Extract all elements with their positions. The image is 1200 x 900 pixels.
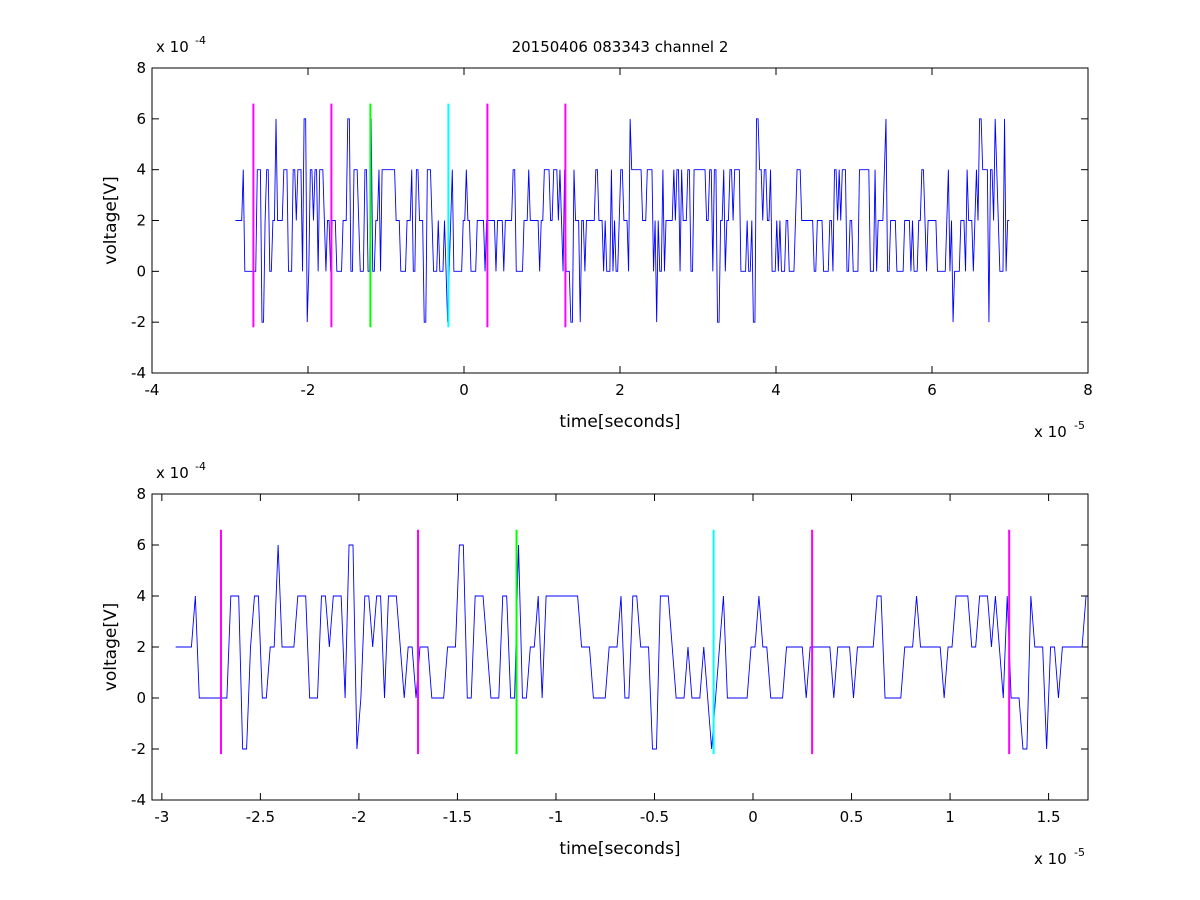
x-tick-label: -1.5 (443, 808, 472, 826)
y-tick-label: 4 (136, 587, 146, 605)
y-tick-label: -4 (131, 791, 146, 809)
y-tick-label: 0 (136, 689, 146, 707)
y-tick-label: -4 (131, 364, 146, 382)
y-exponent-label: x 10 (156, 38, 189, 56)
x-tick-label: -2 (301, 381, 316, 399)
x-tick-label: 1 (945, 808, 955, 826)
y-tick-label: 8 (136, 59, 146, 77)
x-tick-label: -3 (154, 808, 169, 826)
y-tick-label: 4 (136, 161, 146, 179)
y-tick-label: 6 (136, 110, 146, 128)
x-tick-label: -2 (351, 808, 366, 826)
y-exponent-label: x 10 (156, 464, 189, 482)
y-tick-label: 0 (136, 262, 146, 280)
y-axis-label: voltage[V] (101, 603, 121, 691)
voltage-trace (235, 118, 1010, 323)
x-exponent-label: x 10 (1034, 850, 1067, 868)
y-tick-label: -2 (131, 740, 146, 758)
x-tick-label: -1 (548, 808, 563, 826)
x-axis-label: time[seconds] (559, 412, 680, 432)
y-tick-label: 8 (136, 485, 146, 503)
y-tick-label: 2 (136, 638, 146, 656)
x-tick-label: 6 (927, 381, 937, 399)
y-tick-label: -2 (131, 313, 146, 331)
x-tick-label: 1.5 (1037, 808, 1061, 826)
bottom-subplot: -4 -2 0 2 4 6 8 -3 -2.5 -2 -1.5 -1 -0.5 0 0.5 1 1.5 time[… (101, 460, 1089, 868)
y-tick-label: 2 (136, 212, 146, 230)
y-exponent-power: -4 (195, 460, 206, 473)
voltage-trace (175, 544, 1087, 750)
y-exponent-power: -4 (195, 34, 206, 47)
x-tick-label: 8 (1083, 381, 1093, 399)
x-exponent-power: -5 (1074, 846, 1085, 859)
x-tick-label: -4 (145, 381, 160, 399)
x-tick-label: 4 (771, 381, 781, 399)
figure-title: 20150406 083343 channel 2 (512, 38, 729, 56)
x-exponent-power: -5 (1074, 419, 1085, 432)
top-subplot: -4 -2 0 2 4 6 8 -4 -2 0 2 4 6 8 time[seconds] voltage[V… (101, 34, 1093, 441)
x-exponent-label: x 10 (1034, 423, 1067, 441)
x-tick-label: 0 (748, 808, 758, 826)
x-tick-label: -2.5 (246, 808, 275, 826)
x-tick-label: 2 (615, 381, 625, 399)
x-tick-label: -0.5 (640, 808, 669, 826)
x-tick-label: 0.5 (840, 808, 864, 826)
y-tick-label: 6 (136, 536, 146, 554)
y-axis-label: voltage[V] (101, 176, 121, 264)
x-axis-label: time[seconds] (559, 839, 680, 859)
x-tick-label: 0 (459, 381, 469, 399)
